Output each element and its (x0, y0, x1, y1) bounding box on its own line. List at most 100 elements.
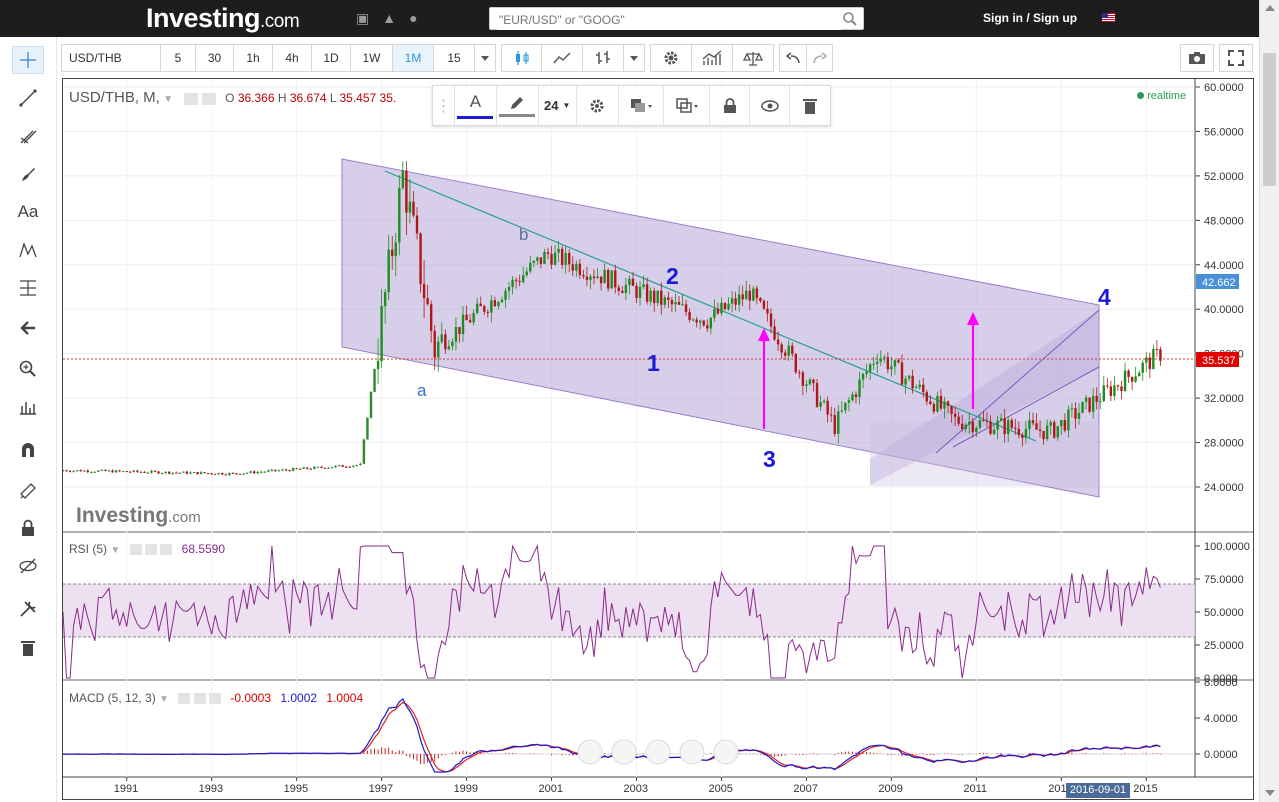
pattern-icon[interactable] (12, 236, 44, 264)
rising-channel-lower[interactable] (952, 366, 1100, 448)
pencil-color-icon[interactable] (497, 86, 539, 125)
undo-icon[interactable] (779, 44, 807, 72)
bring-to-front-icon[interactable] (619, 86, 665, 125)
interval-1h[interactable]: 1h (233, 44, 273, 72)
line-style-icon[interactable] (541, 44, 583, 72)
candle-body (143, 471, 146, 473)
compare-icon[interactable] (732, 44, 774, 72)
zoom-in-icon[interactable] (679, 739, 705, 765)
stay-in-drawing-icon[interactable] (12, 476, 44, 504)
text-tool-icon[interactable]: Aa (17, 202, 39, 221)
popup-lock-icon[interactable] (710, 86, 751, 125)
scroll-left-icon[interactable] (577, 739, 603, 765)
zoom-icon[interactable] (12, 355, 44, 383)
wave-label-3[interactable]: 3 (763, 446, 776, 472)
font-size-select[interactable]: 24 ▼ (539, 86, 577, 125)
trend-line-icon[interactable] (12, 84, 44, 112)
legend-settings-icon[interactable] (201, 92, 216, 105)
clone-icon[interactable] (664, 86, 711, 125)
legend-hide-icon[interactable] (184, 92, 199, 105)
sign-up-link[interactable]: Sign up (1033, 11, 1078, 25)
investing-logo[interactable]: Investing.com (146, 3, 300, 33)
legend-dropdown-icon[interactable]: ▼ (163, 94, 174, 105)
chart-area[interactable]: a b 1 2 3 4 Investing.com 60.0000 56.0000… (62, 78, 1254, 800)
popup-delete-icon[interactable] (790, 86, 830, 125)
chart-navigation[interactable] (577, 739, 739, 765)
indicators-icon[interactable] (691, 44, 733, 72)
rsi-settings-icon[interactable] (144, 544, 157, 556)
crosshair-icon[interactable] (12, 46, 44, 74)
popup-drag-handle[interactable]: ⋮ (433, 86, 455, 125)
macd-close-icon[interactable] (208, 693, 221, 705)
interval-1d[interactable]: 1D (311, 44, 351, 72)
settings-gear-icon[interactable] (650, 44, 692, 72)
scroll-right-icon[interactable] (713, 739, 739, 765)
fib-retracement-icon[interactable] (12, 274, 44, 302)
rising-channel-fill[interactable] (870, 310, 1099, 485)
target-arrow-1[interactable] (758, 328, 770, 429)
bell-icon[interactable]: ▲ (382, 10, 397, 26)
wave-label-a[interactable]: a (417, 381, 427, 400)
wave-label-1[interactable]: 1 (647, 350, 660, 376)
us-flag-icon[interactable] (1102, 13, 1115, 22)
reset-icon[interactable] (645, 739, 671, 765)
wave-label-b[interactable]: b (519, 225, 528, 244)
macd-hide-icon[interactable] (178, 693, 191, 705)
bars-style-icon[interactable] (582, 44, 624, 72)
popup-eye-icon[interactable] (750, 86, 791, 125)
magnet-icon[interactable] (12, 437, 44, 465)
macd-signal-line[interactable] (63, 701, 1161, 773)
macd-line[interactable] (63, 697, 1161, 773)
tools-icon[interactable] (12, 595, 44, 623)
rsi-hide-icon[interactable] (129, 544, 142, 556)
search-input[interactable] (497, 9, 841, 30)
fullscreen-icon[interactable] (1219, 44, 1253, 72)
text-color-icon[interactable]: A (455, 86, 497, 125)
briefcase-icon[interactable]: ▣ (356, 10, 370, 26)
camera-icon[interactable] (1180, 44, 1214, 72)
back-arrow-icon[interactable] (12, 314, 44, 342)
wave-label-2[interactable]: 2 (666, 263, 679, 289)
interval-5[interactable]: 5 (160, 44, 196, 72)
interval-4h[interactable]: 4h (272, 44, 312, 72)
style-dropdown-icon[interactable] (623, 44, 645, 72)
page-scrollbar[interactable] (1259, 0, 1279, 802)
interval-1w[interactable]: 1W (350, 44, 393, 72)
candle-body (323, 467, 327, 469)
candle-body (164, 471, 167, 474)
range-rectangle[interactable] (870, 421, 1099, 486)
trash-icon[interactable] (12, 634, 44, 662)
interval-1m[interactable]: 1M (392, 44, 434, 72)
candles-style-icon[interactable] (501, 44, 542, 72)
candle-body (270, 469, 274, 471)
interval-30[interactable]: 30 (195, 44, 234, 72)
brush-icon[interactable] (12, 160, 44, 188)
interval-15[interactable]: 15 (433, 44, 475, 72)
target-arrow-2[interactable] (967, 312, 979, 409)
pitchfork-icon[interactable] (12, 122, 44, 150)
scroll-up-icon[interactable] (1265, 5, 1275, 11)
macd-dropdown-icon[interactable]: ▼ (159, 694, 169, 705)
rsi-line[interactable] (63, 544, 1161, 679)
search-box[interactable] (489, 7, 864, 30)
scroll-down-icon[interactable] (1265, 790, 1275, 796)
rising-channel-upper[interactable] (935, 309, 1100, 454)
symbol-box[interactable]: USD/THB (61, 44, 161, 72)
globe-icon[interactable]: ● (409, 10, 418, 26)
rsi-close-icon[interactable] (160, 544, 173, 556)
macd-settings-icon[interactable] (193, 693, 206, 705)
popup-settings-icon[interactable] (577, 86, 619, 125)
zoom-out-icon[interactable] (611, 739, 637, 765)
hide-drawings-icon[interactable] (12, 552, 44, 580)
sign-in-link[interactable]: Sign in (983, 11, 1023, 25)
scroll-thumb[interactable] (1263, 53, 1276, 186)
rsi-dropdown-icon[interactable]: ▼ (110, 545, 121, 556)
wave-label-4[interactable]: 4 (1098, 284, 1111, 310)
search-icon[interactable] (842, 11, 858, 27)
candle-body (610, 270, 613, 289)
interval-dropdown-icon[interactable] (474, 44, 496, 72)
descending-channel[interactable] (341, 158, 1100, 498)
redo-icon[interactable] (806, 44, 833, 72)
lock-icon[interactable] (12, 514, 44, 542)
measure-icon[interactable] (12, 394, 44, 422)
